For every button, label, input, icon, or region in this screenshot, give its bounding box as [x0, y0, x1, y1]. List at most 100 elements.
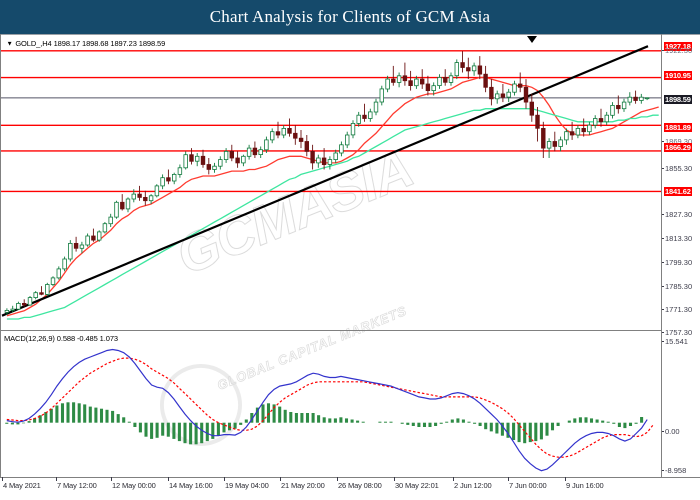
- candlestick[interactable]: [500, 84, 506, 103]
- candlestick[interactable]: [200, 149, 206, 168]
- indicator-legend[interactable]: MACD(12,26,9) 0.588 -0.485 1.073: [4, 334, 118, 343]
- candlestick[interactable]: [269, 128, 275, 144]
- candlestick[interactable]: [402, 62, 408, 86]
- price-axis[interactable]: 1927.18 1922.30 1910.95 1898.59 1881.89 1869.…: [661, 34, 700, 478]
- candlestick[interactable]: [379, 85, 384, 106]
- candlestick[interactable]: [56, 266, 61, 280]
- candlestick[interactable]: [16, 301, 21, 310]
- candlestick[interactable]: [304, 135, 309, 157]
- candlestick[interactable]: [327, 156, 333, 170]
- candlestick[interactable]: [21, 299, 27, 307]
- candlestick[interactable]: [483, 65, 488, 93]
- candlestick[interactable]: [593, 115, 598, 129]
- candlestick[interactable]: [79, 241, 85, 254]
- candlestick[interactable]: [587, 121, 592, 135]
- candlestick[interactable]: [373, 98, 379, 116]
- candlestick[interactable]: [610, 102, 615, 119]
- candlestick[interactable]: [73, 236, 79, 252]
- chevron-down-icon[interactable]: ▼: [6, 39, 13, 48]
- candlestick[interactable]: [241, 154, 246, 167]
- candlestick[interactable]: [506, 88, 511, 103]
- candlestick[interactable]: [466, 57, 471, 80]
- candlestick[interactable]: [91, 228, 96, 242]
- candlestick[interactable]: [212, 162, 217, 173]
- candlestick[interactable]: [316, 154, 321, 168]
- candlestick[interactable]: [148, 194, 154, 204]
- candlestick[interactable]: [293, 125, 298, 145]
- candlestick[interactable]: [143, 190, 148, 206]
- candlestick[interactable]: [108, 213, 113, 227]
- candlestick[interactable]: [391, 65, 396, 86]
- candlestick[interactable]: [425, 75, 431, 96]
- candlestick[interactable]: [443, 69, 448, 86]
- candlestick[interactable]: [120, 194, 125, 211]
- candlestick[interactable]: [10, 305, 15, 313]
- candlestick[interactable]: [235, 151, 240, 168]
- candlestick[interactable]: [27, 296, 33, 306]
- candlestick[interactable]: [431, 82, 436, 96]
- candlestick[interactable]: [558, 136, 563, 152]
- candlestick[interactable]: [512, 80, 517, 96]
- candlestick[interactable]: [310, 144, 315, 170]
- candlestick[interactable]: [114, 200, 119, 219]
- trendline[interactable]: [1, 45, 649, 317]
- candlestick[interactable]: [171, 172, 177, 185]
- candlestick[interactable]: [616, 95, 621, 114]
- candlestick[interactable]: [518, 72, 523, 93]
- candlestick[interactable]: [368, 108, 373, 122]
- candlestick[interactable]: [575, 125, 581, 139]
- candlestick[interactable]: [252, 141, 258, 159]
- candlestick[interactable]: [627, 92, 632, 106]
- candlestick[interactable]: [218, 156, 223, 170]
- candlestick[interactable]: [564, 128, 569, 145]
- candlestick[interactable]: [102, 222, 108, 234]
- candlestick[interactable]: [229, 144, 234, 162]
- candlestick[interactable]: [223, 148, 229, 163]
- candlestick[interactable]: [333, 149, 338, 163]
- candlestick[interactable]: [62, 256, 67, 272]
- candlestick[interactable]: [339, 141, 344, 157]
- candlestick[interactable]: [166, 169, 171, 185]
- candlestick[interactable]: [189, 148, 194, 165]
- candlestick[interactable]: [275, 121, 281, 139]
- candlestick[interactable]: [385, 75, 390, 93]
- candlestick[interactable]: [414, 75, 419, 89]
- candlestick[interactable]: [541, 121, 546, 158]
- candlestick[interactable]: [177, 164, 183, 178]
- candlestick[interactable]: [408, 70, 413, 91]
- candlestick[interactable]: [160, 174, 165, 190]
- candlestick[interactable]: [264, 136, 269, 153]
- candlestick[interactable]: [125, 197, 131, 213]
- candlestick[interactable]: [581, 118, 586, 137]
- macd-pane[interactable]: [0, 331, 662, 477]
- candlestick[interactable]: [633, 90, 638, 104]
- candlestick[interactable]: [281, 125, 286, 139]
- candlestick[interactable]: [477, 56, 483, 80]
- candlestick[interactable]: [350, 120, 356, 139]
- candlestick[interactable]: [523, 79, 529, 109]
- candlestick[interactable]: [460, 51, 465, 73]
- candlestick[interactable]: [137, 185, 142, 201]
- candlestick[interactable]: [50, 276, 56, 287]
- candlestick[interactable]: [206, 158, 211, 175]
- candlestick[interactable]: [154, 184, 160, 198]
- candlestick[interactable]: [344, 131, 350, 149]
- time-axis[interactable]: 4 May 2021 7 May 12:00 12 May 00:00 14 May …: [0, 477, 662, 499]
- candlestick[interactable]: [569, 121, 575, 140]
- candlestick[interactable]: [321, 148, 327, 170]
- candlestick[interactable]: [546, 138, 552, 158]
- candlestick[interactable]: [131, 189, 136, 203]
- candlestick[interactable]: [639, 93, 644, 104]
- candlestick[interactable]: [535, 107, 540, 142]
- candlestick[interactable]: [68, 240, 73, 262]
- candlestick[interactable]: [97, 230, 102, 242]
- candlestick[interactable]: [258, 146, 263, 159]
- candlestick[interactable]: [454, 59, 459, 80]
- candlestick[interactable]: [298, 130, 304, 149]
- candlestick[interactable]: [644, 97, 650, 101]
- candlestick[interactable]: [529, 93, 534, 122]
- candlestick[interactable]: [448, 72, 454, 86]
- candlestick[interactable]: [183, 151, 188, 170]
- candlestick[interactable]: [494, 90, 500, 104]
- candlestick[interactable]: [4, 308, 10, 315]
